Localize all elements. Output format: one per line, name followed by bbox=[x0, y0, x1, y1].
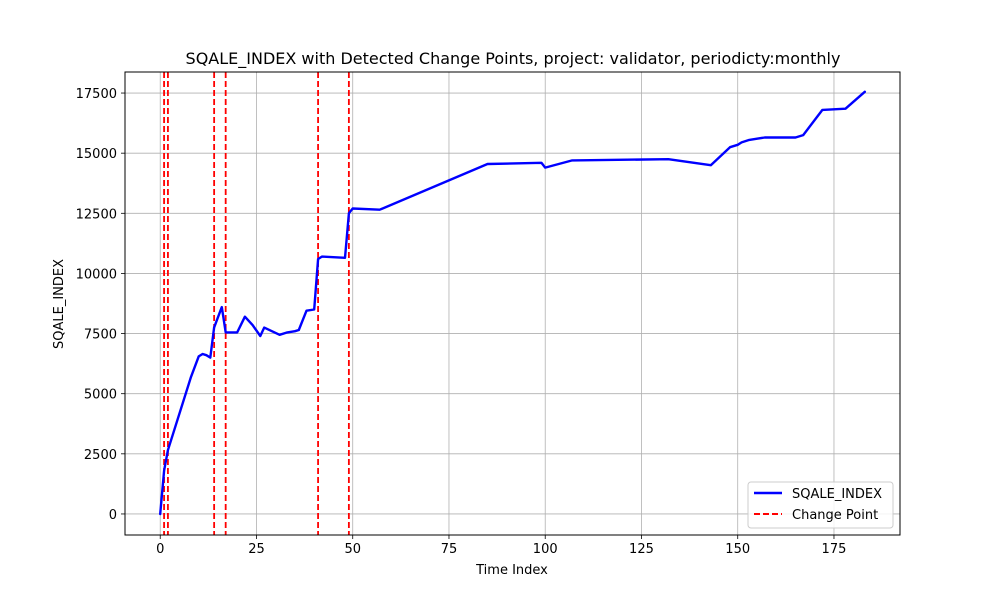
series-line-sqale-index bbox=[158, 90, 866, 516]
chart-title: SQALE_INDEX with Detected Change Points,… bbox=[186, 49, 841, 69]
change-point-lines bbox=[163, 72, 350, 535]
x-tick-label: 100 bbox=[533, 542, 558, 557]
x-tick-label: 25 bbox=[248, 542, 265, 557]
y-axis-ticks: 0 2500 5000 7500 10000 12500 15000 17500 bbox=[76, 87, 125, 523]
y-tick-label: 2500 bbox=[84, 448, 117, 463]
y-tick-label: 5000 bbox=[84, 388, 117, 403]
y-tick-label: 17500 bbox=[76, 87, 117, 102]
y-tick-label: 12500 bbox=[76, 207, 117, 222]
x-tick-label: 75 bbox=[441, 542, 458, 557]
x-axis-label: Time Index bbox=[475, 563, 548, 578]
x-tick-label: 125 bbox=[629, 542, 654, 557]
x-axis-ticks: 0 25 50 75 100 125 150 175 bbox=[156, 535, 846, 557]
legend-box bbox=[747, 481, 894, 529]
y-tick-label: 15000 bbox=[76, 147, 117, 162]
legend-label-change-point: Change Point bbox=[792, 508, 878, 523]
grid bbox=[125, 72, 900, 535]
y-axis-label: SQALE_INDEX bbox=[52, 259, 67, 349]
y-tick-label: 10000 bbox=[76, 267, 117, 282]
y-tick-label: 0 bbox=[109, 508, 117, 523]
x-tick-label: 50 bbox=[344, 542, 361, 557]
y-tick-label: 7500 bbox=[84, 328, 117, 343]
legend-label-sqale-index: SQALE_INDEX bbox=[792, 487, 882, 502]
plot-area-frame bbox=[124, 71, 901, 536]
x-tick-label: 175 bbox=[822, 542, 847, 557]
legend: SQALE_INDEX Change Point bbox=[747, 481, 894, 529]
series-lines bbox=[158, 90, 866, 516]
x-tick-label: 0 bbox=[156, 542, 164, 557]
x-tick-label: 150 bbox=[725, 542, 750, 557]
